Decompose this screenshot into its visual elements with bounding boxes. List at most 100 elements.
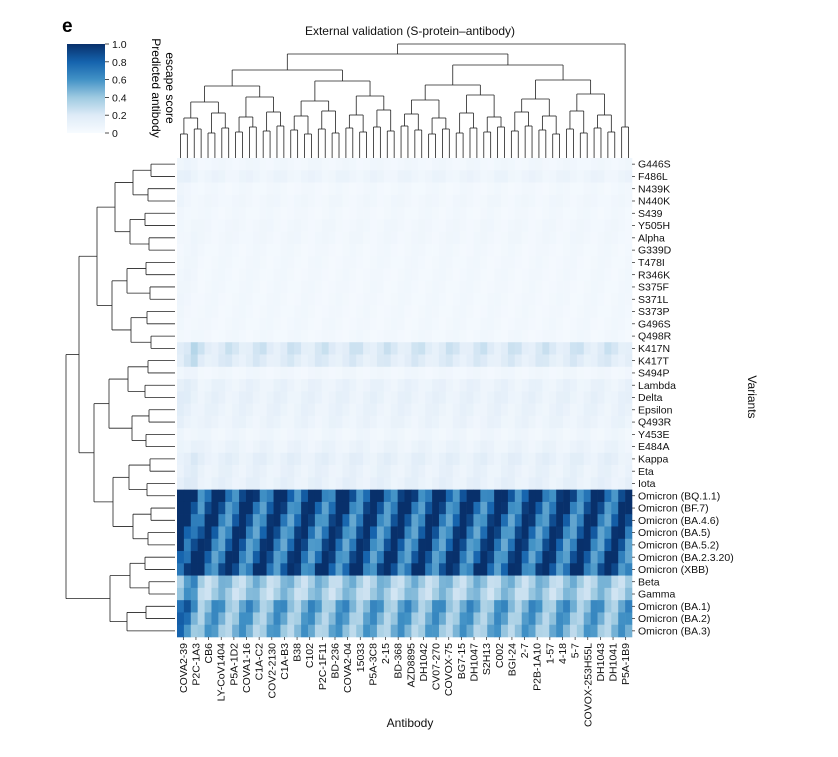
heatmap-cell (404, 280, 412, 294)
heatmap-cell (597, 354, 605, 368)
heatmap-cell (445, 219, 454, 232)
heatmap-cell (294, 538, 302, 552)
heatmap-cell (425, 158, 433, 171)
heatmap-cell (625, 612, 633, 626)
heatmap-cell (301, 379, 309, 392)
heatmap-cell (328, 379, 336, 392)
heatmap-cell (438, 551, 447, 564)
heatmap-cell (266, 305, 274, 318)
heatmap-cell (211, 305, 219, 318)
heatmap-cell (425, 391, 433, 404)
heatmap-cell (501, 182, 509, 196)
heatmap-cell (390, 612, 398, 626)
heatmap-cell (466, 501, 474, 515)
heatmap-cell (480, 182, 488, 196)
heatmap-cell (569, 465, 578, 478)
heatmap-cell (390, 182, 398, 196)
heatmap-cell (376, 194, 385, 208)
heatmap-cell (383, 501, 392, 515)
heatmap-cell (480, 575, 488, 589)
heatmap-cell (411, 526, 419, 540)
heatmap-cell (507, 256, 516, 269)
heatmap-cell (376, 415, 385, 429)
heatmap-cell (307, 243, 316, 257)
heatmap-cell (349, 379, 357, 392)
heatmap-cell (383, 158, 392, 171)
heatmap-cell (404, 256, 412, 269)
heatmap-cell (287, 612, 295, 626)
heatmap-cell (177, 526, 185, 540)
heatmap-cell (480, 342, 488, 355)
heatmap-cell (466, 465, 474, 478)
heatmap-cell (321, 268, 329, 282)
heatmap-cell (521, 243, 529, 257)
heatmap-cell (252, 403, 261, 417)
heatmap-cell (625, 280, 633, 294)
heatmap-cell (480, 231, 488, 245)
heatmap-cell (301, 182, 309, 196)
heatmap-cell (328, 415, 336, 429)
heatmap-cell (177, 440, 185, 454)
heatmap-cell (432, 243, 440, 257)
heatmap-cell (314, 514, 323, 527)
heatmap-cell (190, 465, 198, 478)
heatmap-cell (314, 280, 323, 294)
heatmap-cell (204, 354, 212, 368)
heatmap-cell (411, 501, 419, 515)
heatmap-cell (273, 342, 281, 355)
heatmap-cell (425, 379, 433, 392)
heatmap-cell (569, 551, 578, 564)
heatmap-cell (204, 329, 212, 343)
heatmap-cell (438, 624, 447, 638)
heatmap-cell (590, 158, 598, 171)
heatmap-cell (232, 194, 240, 208)
heatmap-cell (445, 452, 454, 466)
heatmap-cell (438, 489, 447, 503)
heatmap-cell (597, 514, 605, 527)
heatmap-cell (487, 256, 495, 269)
row-label: Y505H (638, 220, 670, 232)
heatmap-cell (466, 243, 474, 257)
heatmap-cell (363, 575, 371, 589)
heatmap-cell (597, 526, 605, 540)
heatmap-cell (204, 366, 212, 380)
heatmap-cell (432, 428, 440, 441)
heatmap-cell (445, 231, 454, 245)
heatmap-cell (383, 514, 392, 527)
heatmap-cell (397, 366, 405, 380)
heatmap-cell (363, 514, 371, 527)
heatmap-cell (438, 538, 447, 552)
heatmap-cell (349, 612, 357, 626)
heatmap-cell (452, 465, 460, 478)
heatmap-cell (549, 415, 557, 429)
heatmap-cell (280, 452, 288, 466)
heatmap-cell (177, 587, 185, 601)
heatmap-cell (301, 268, 309, 282)
heatmap-cell (473, 415, 481, 429)
column-label: C002 (494, 643, 506, 668)
heatmap-cell (411, 170, 419, 183)
heatmap-cell (473, 219, 481, 232)
heatmap-cell (563, 415, 571, 429)
heatmap-cell (239, 207, 247, 220)
heatmap-cell (183, 428, 192, 441)
heatmap-cell (583, 477, 591, 490)
heatmap-cell (563, 354, 571, 368)
heatmap-cell (239, 231, 247, 245)
heatmap-cell (487, 452, 495, 466)
row-label: S439 (638, 208, 663, 220)
heatmap-cell (432, 403, 440, 417)
heatmap-cell (418, 415, 426, 429)
heatmap-cell (625, 452, 633, 466)
heatmap-cell (266, 415, 274, 429)
heatmap-cell (528, 268, 536, 282)
heatmap-cell (569, 428, 578, 441)
heatmap-cell (480, 293, 488, 306)
heatmap-cell (535, 158, 543, 171)
heatmap-cell (307, 587, 316, 601)
heatmap-cell (445, 243, 454, 257)
heatmap-cell (480, 440, 488, 454)
heatmap-cell (280, 391, 288, 404)
heatmap-cell (432, 329, 440, 343)
heatmap-cell (294, 526, 302, 540)
